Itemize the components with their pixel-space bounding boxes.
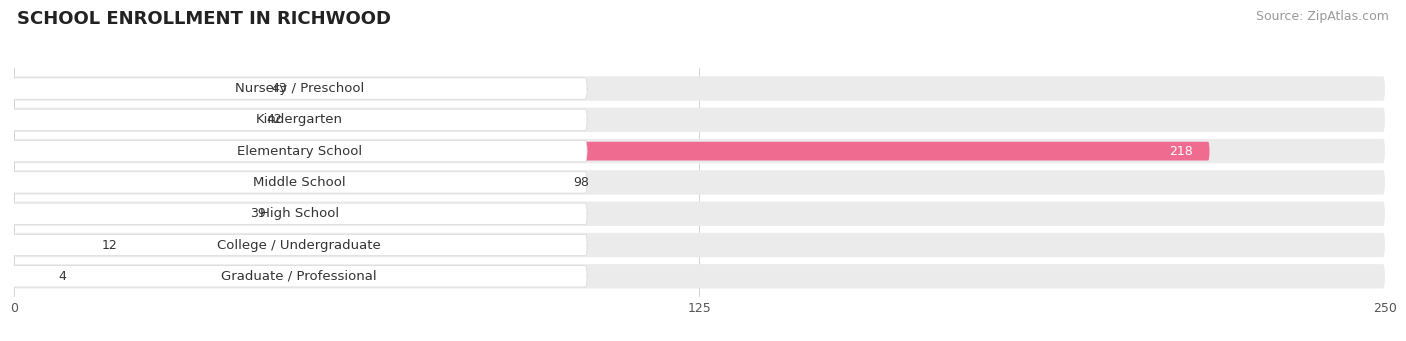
Text: 4: 4 — [58, 270, 66, 283]
FancyBboxPatch shape — [11, 78, 588, 99]
FancyBboxPatch shape — [14, 170, 1385, 195]
FancyBboxPatch shape — [14, 110, 245, 129]
Text: College / Undergraduate: College / Undergraduate — [218, 239, 381, 252]
FancyBboxPatch shape — [14, 264, 1385, 288]
Text: 12: 12 — [101, 239, 118, 252]
FancyBboxPatch shape — [14, 204, 228, 223]
FancyBboxPatch shape — [14, 267, 37, 286]
Text: 39: 39 — [250, 207, 266, 220]
FancyBboxPatch shape — [11, 203, 588, 224]
FancyBboxPatch shape — [14, 173, 551, 192]
Text: Middle School: Middle School — [253, 176, 346, 189]
Text: High School: High School — [260, 207, 339, 220]
Text: Graduate / Professional: Graduate / Professional — [221, 270, 377, 283]
FancyBboxPatch shape — [14, 202, 1385, 226]
FancyBboxPatch shape — [11, 140, 588, 162]
FancyBboxPatch shape — [11, 266, 588, 287]
FancyBboxPatch shape — [11, 109, 588, 131]
FancyBboxPatch shape — [11, 234, 588, 256]
Text: Kindergarten: Kindergarten — [256, 113, 343, 126]
FancyBboxPatch shape — [11, 172, 588, 193]
FancyBboxPatch shape — [14, 108, 1385, 132]
FancyBboxPatch shape — [14, 139, 1385, 163]
Text: 42: 42 — [266, 113, 283, 126]
Text: Source: ZipAtlas.com: Source: ZipAtlas.com — [1256, 10, 1389, 23]
Text: SCHOOL ENROLLMENT IN RICHWOOD: SCHOOL ENROLLMENT IN RICHWOOD — [17, 10, 391, 28]
Text: Elementary School: Elementary School — [236, 145, 361, 158]
FancyBboxPatch shape — [14, 236, 80, 254]
Text: 43: 43 — [271, 82, 288, 95]
FancyBboxPatch shape — [14, 76, 1385, 101]
Text: Nursery / Preschool: Nursery / Preschool — [235, 82, 364, 95]
Text: 98: 98 — [574, 176, 589, 189]
FancyBboxPatch shape — [14, 233, 1385, 257]
Text: 218: 218 — [1170, 145, 1192, 158]
FancyBboxPatch shape — [14, 79, 250, 98]
FancyBboxPatch shape — [14, 142, 1209, 161]
